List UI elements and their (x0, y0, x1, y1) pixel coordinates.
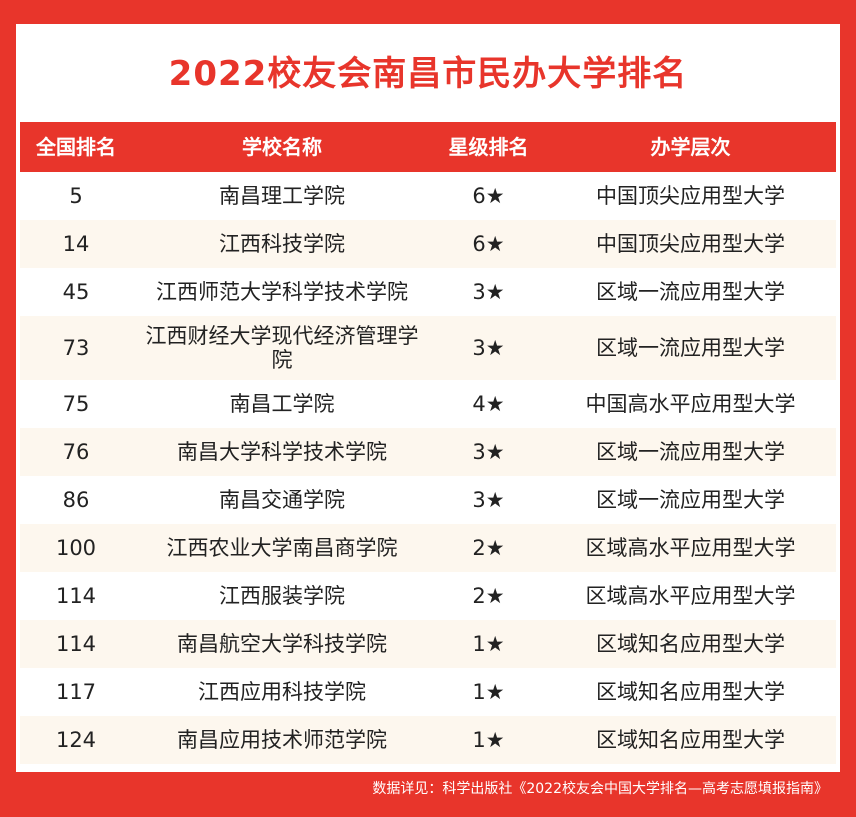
cell-level: 区域一流应用型大学 (596, 488, 785, 512)
cell-rank: 76 (62, 440, 90, 464)
cell-stars: 1★ (472, 632, 505, 656)
cell-level: 区域一流应用型大学 (596, 280, 785, 304)
header-level: 办学层次 (650, 135, 731, 159)
cell-school-name: 江西财经大学现代经济管理学院 (145, 324, 419, 372)
cell-level: 区域知名应用型大学 (596, 680, 785, 704)
cell-rank: 5 (69, 184, 83, 208)
cell-stars: 2★ (472, 584, 505, 608)
cell-rank: 86 (62, 488, 90, 512)
cell-level: 中国顶尖应用型大学 (596, 184, 785, 208)
cell-level: 区域高水平应用型大学 (585, 584, 796, 608)
cell-level: 中国高水平应用型大学 (585, 392, 796, 416)
table-row: 75 南昌工学院 4★ 中国高水平应用型大学 (20, 380, 836, 428)
table-row: 117 江西应用科技学院 1★ 区域知名应用型大学 (20, 668, 836, 716)
cell-school-name: 江西服装学院 (219, 584, 345, 608)
cell-stars: 6★ (472, 184, 505, 208)
cell-level: 区域知名应用型大学 (596, 632, 785, 656)
cell-rank: 114 (55, 584, 97, 608)
cell-stars: 3★ (472, 336, 505, 360)
cell-rank: 100 (55, 536, 97, 560)
table-row: 100 江西农业大学南昌商学院 2★ 区域高水平应用型大学 (20, 524, 836, 572)
cell-school-name: 江西师范大学科学技术学院 (156, 280, 408, 304)
cell-rank: 75 (62, 392, 90, 416)
cell-school-name: 江西应用科技学院 (198, 680, 366, 704)
cell-school-name: 南昌工学院 (229, 392, 335, 416)
cell-level: 中国顶尖应用型大学 (596, 232, 785, 256)
header-rank: 全国排名 (36, 135, 116, 159)
table-row: 124 南昌应用技术师范学院 1★ 区域知名应用型大学 (20, 716, 836, 764)
cell-rank: 45 (62, 280, 90, 304)
source-note: 数据详见：科学出版社《2022校友会中国大学排名—高考志愿填报指南》 (372, 781, 828, 797)
table-row: 73 江西财经大学现代经济管理学院 3★ 区域一流应用型大学 (20, 316, 836, 380)
cell-school-name: 江西农业大学南昌商学院 (166, 536, 398, 560)
table-row: 86 南昌交通学院 3★ 区域一流应用型大学 (20, 476, 836, 524)
cell-level: 区域知名应用型大学 (596, 728, 785, 752)
table-header-row: 全国排名 学校名称 星级排名 办学层次 (20, 122, 836, 172)
cell-rank: 117 (55, 680, 97, 704)
header-school-name: 学校名称 (242, 135, 322, 159)
cell-stars: 4★ (472, 392, 505, 416)
cell-level: 区域一流应用型大学 (596, 440, 785, 464)
table-row: 14 江西科技学院 6★ 中国顶尖应用型大学 (20, 220, 836, 268)
cell-rank: 114 (55, 632, 97, 656)
cell-stars: 6★ (472, 232, 505, 256)
cell-rank: 73 (62, 336, 90, 360)
cell-stars: 3★ (472, 280, 505, 304)
cell-school-name: 南昌理工学院 (219, 184, 345, 208)
table-row: 76 南昌大学科学技术学院 3★ 区域一流应用型大学 (20, 428, 836, 476)
cell-stars: 2★ (472, 536, 505, 560)
cell-stars: 1★ (472, 728, 505, 752)
header-star-rank: 星级排名 (448, 135, 529, 159)
cell-rank: 124 (55, 728, 97, 752)
cell-stars: 3★ (472, 440, 505, 464)
cell-school-name: 南昌交通学院 (219, 488, 345, 512)
table-row: 5 南昌理工学院 6★ 中国顶尖应用型大学 (20, 172, 836, 220)
table-row: 114 南昌航空大学科技学院 1★ 区域知名应用型大学 (20, 620, 836, 668)
cell-school-name: 南昌应用技术师范学院 (177, 728, 387, 752)
cell-level: 区域高水平应用型大学 (585, 536, 796, 560)
cell-stars: 3★ (472, 488, 505, 512)
page-title: 2022校友会南昌市民办大学排名 (168, 54, 688, 94)
cell-school-name: 南昌大学科学技术学院 (177, 440, 387, 464)
ranking-panel: 2022校友会南昌市民办大学排名 全国排名 学校名称 星级排名 办学层次 5 南… (16, 24, 840, 772)
cell-school-name: 江西科技学院 (219, 232, 345, 256)
cell-stars: 1★ (472, 680, 505, 704)
cell-level: 区域一流应用型大学 (596, 336, 785, 360)
table-row: 114 江西服装学院 2★ 区域高水平应用型大学 (20, 572, 836, 620)
cell-rank: 14 (62, 232, 90, 256)
ranking-table: 全国排名 学校名称 星级排名 办学层次 5 南昌理工学院 6★ 中国顶尖应用型大… (20, 122, 836, 764)
table-row: 45 江西师范大学科学技术学院 3★ 区域一流应用型大学 (20, 268, 836, 316)
cell-school-name: 南昌航空大学科技学院 (177, 632, 387, 656)
